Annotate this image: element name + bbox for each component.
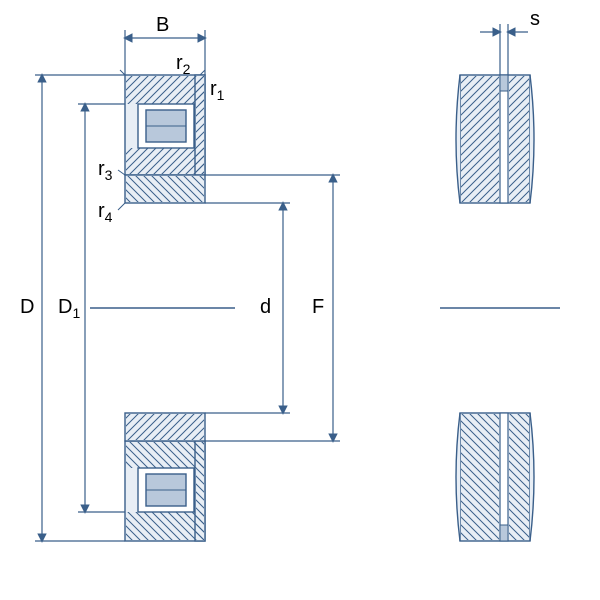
label-s: s [530,8,540,31]
label-r1: r1 [210,78,224,103]
label-F: F [312,296,324,319]
front-section [118,70,205,541]
label-r4: r4 [98,200,112,225]
bearing-diagram [0,0,600,600]
label-D: D [20,296,34,319]
label-r3: r3 [98,158,112,183]
label-r2: r2 [176,52,190,77]
dimension-lines [35,24,528,541]
label-d: d [260,296,271,319]
label-D1: D1 [58,296,80,321]
label-B: B [156,14,169,37]
